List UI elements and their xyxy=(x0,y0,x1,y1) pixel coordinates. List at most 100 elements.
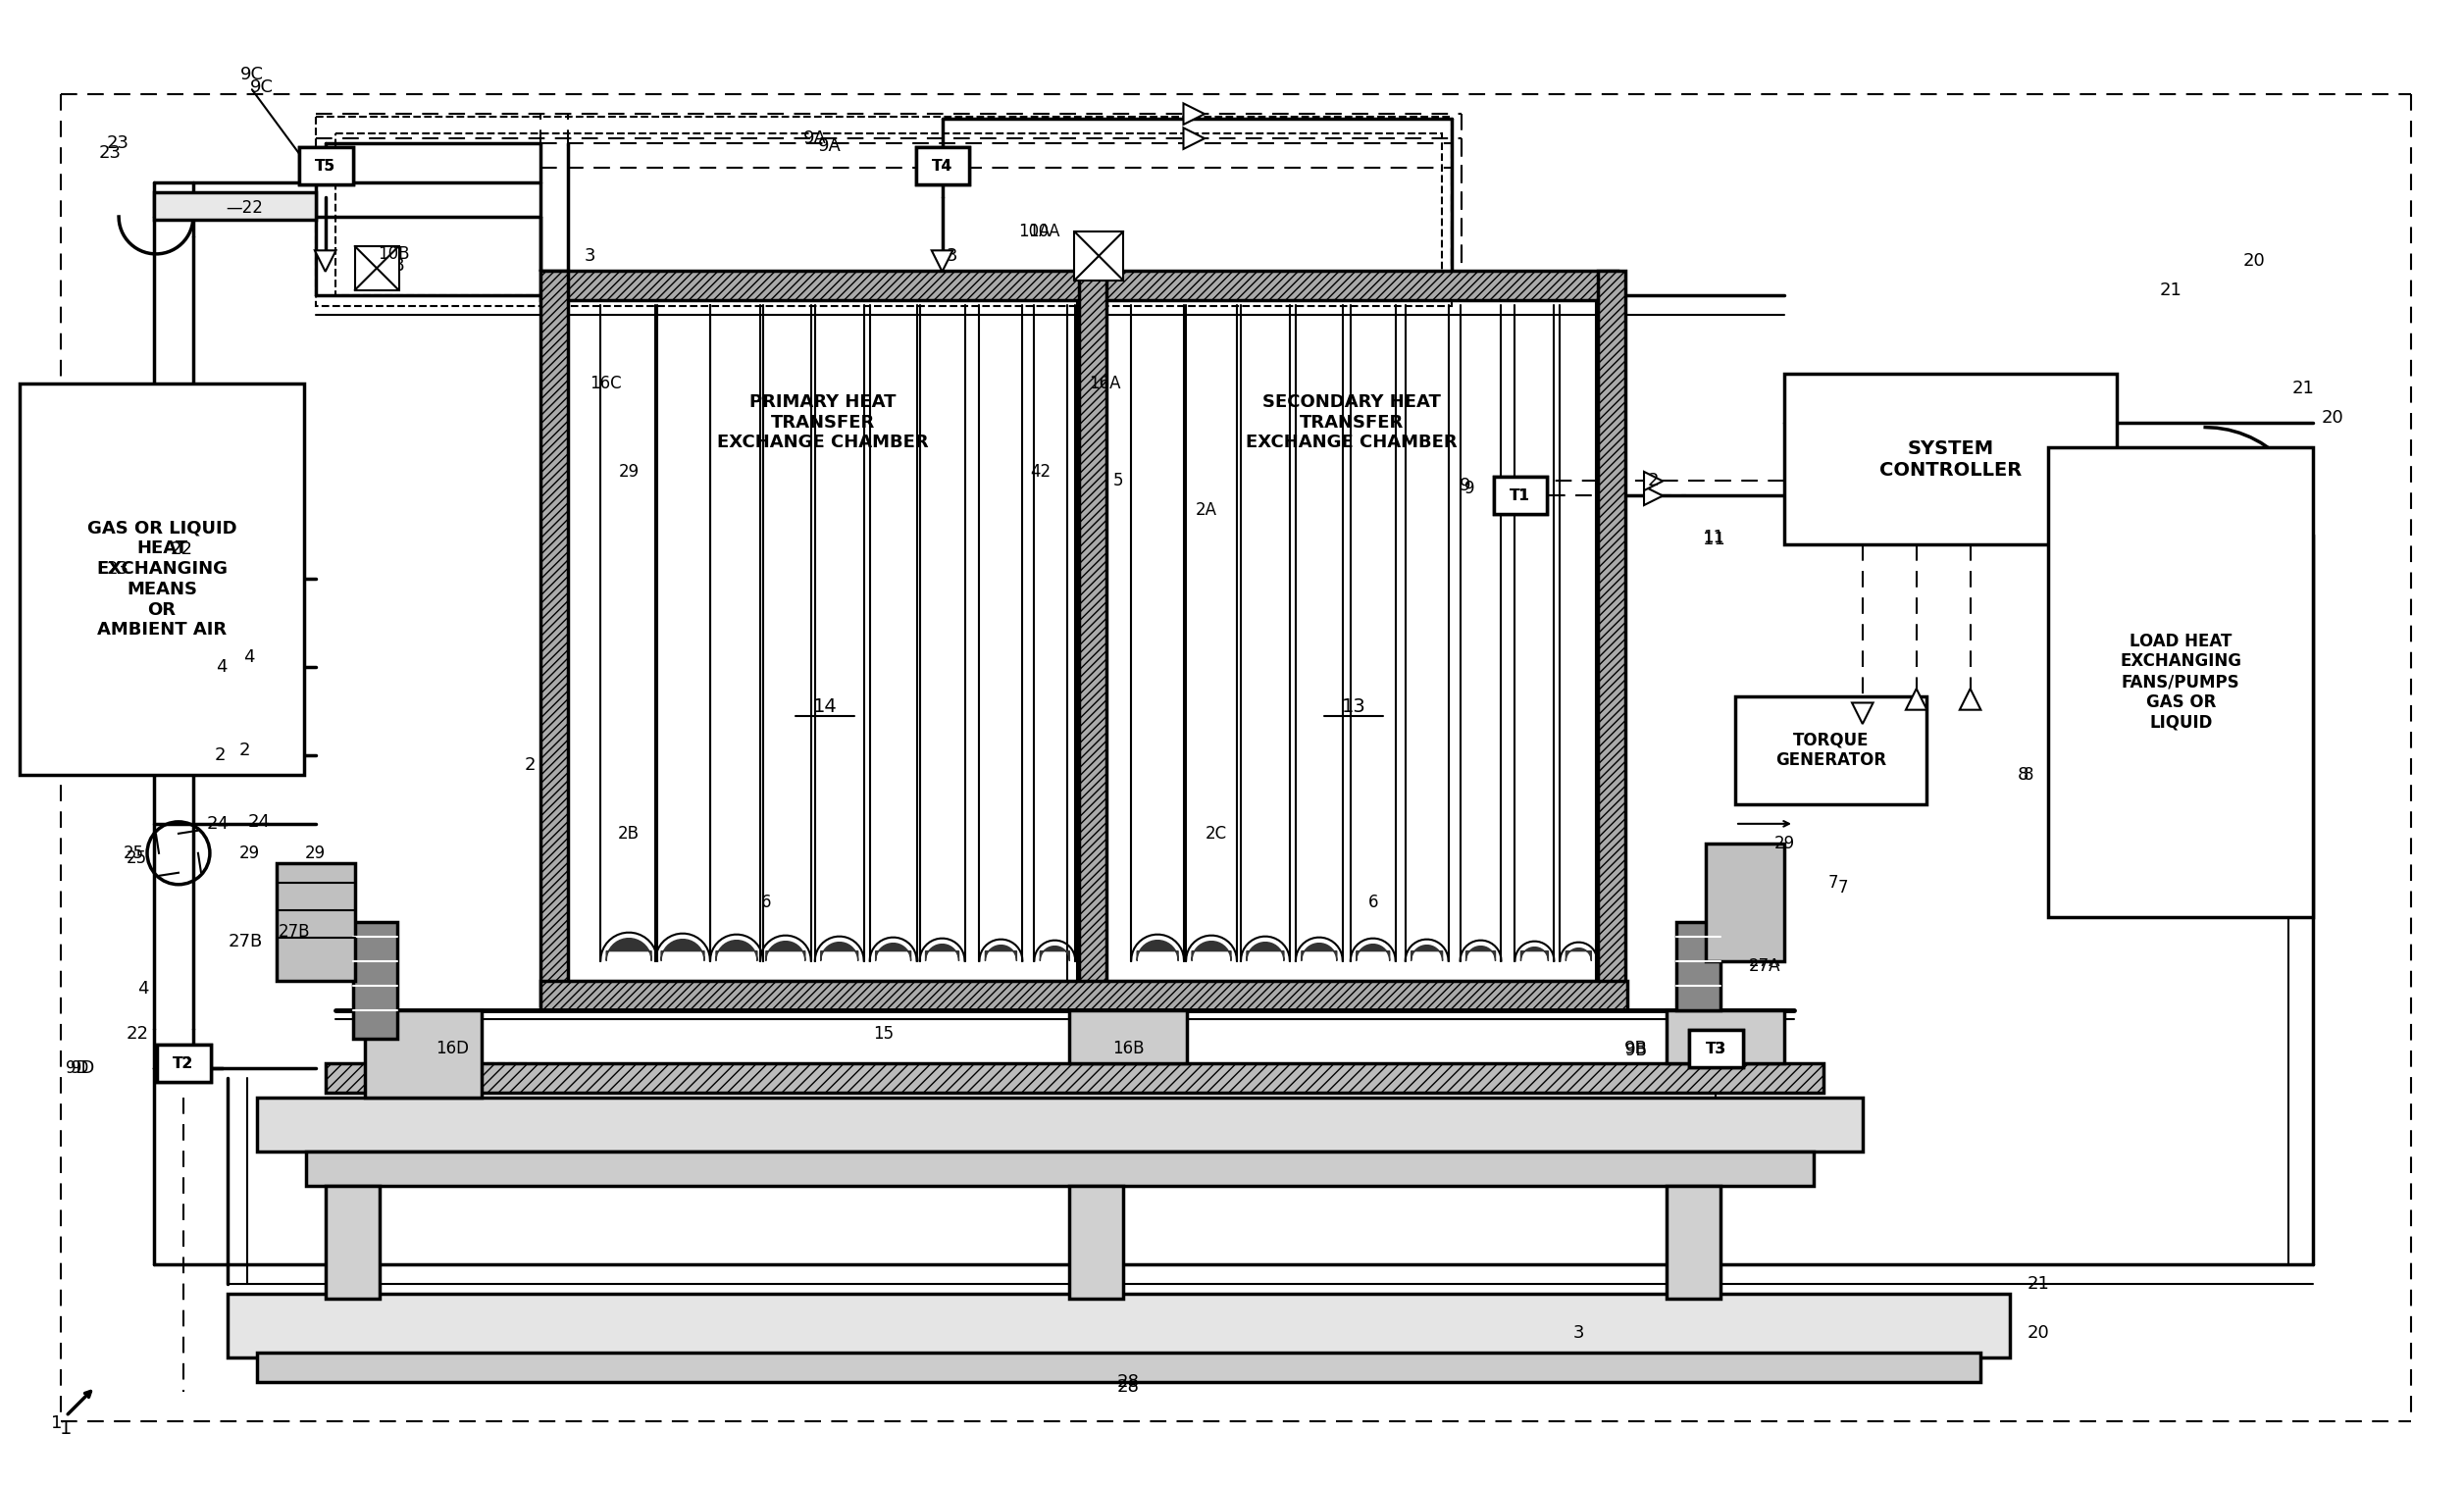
Text: 27A: 27A xyxy=(1749,953,1781,970)
Bar xyxy=(540,270,569,1005)
Polygon shape xyxy=(1565,948,1592,961)
Text: 2: 2 xyxy=(239,742,251,759)
Text: 10A: 10A xyxy=(1027,223,1060,241)
Bar xyxy=(1690,1030,1742,1067)
Text: 3: 3 xyxy=(1572,1324,1584,1342)
Bar xyxy=(1599,270,1626,1005)
Bar xyxy=(20,383,303,774)
Text: 3: 3 xyxy=(584,247,596,265)
Text: PRIMARY HEAT
TRANSFER
EXCHANGE CHAMBER: PRIMARY HEAT TRANSFER EXCHANGE CHAMBER xyxy=(717,394,929,452)
Text: 10A: 10A xyxy=(1018,223,1050,241)
Polygon shape xyxy=(660,939,705,961)
Polygon shape xyxy=(1040,947,1069,961)
Text: 7: 7 xyxy=(1838,878,1848,896)
Polygon shape xyxy=(1193,941,1232,961)
Bar xyxy=(1784,373,2117,545)
Text: 42: 42 xyxy=(1030,462,1050,480)
Text: 9B: 9B xyxy=(1624,1040,1646,1058)
Text: 4: 4 xyxy=(244,648,254,666)
Bar xyxy=(1493,477,1547,514)
Text: SECONDARY HEAT
TRANSFER
EXCHANGE CHAMBER: SECONDARY HEAT TRANSFER EXCHANGE CHAMBER xyxy=(1247,394,1456,452)
Polygon shape xyxy=(1959,688,1981,710)
Text: T5: T5 xyxy=(315,159,335,174)
Text: 5: 5 xyxy=(1114,473,1124,490)
Polygon shape xyxy=(1247,942,1284,961)
Text: 1: 1 xyxy=(59,1419,71,1438)
Text: 16A: 16A xyxy=(1089,374,1121,392)
Polygon shape xyxy=(1183,128,1205,149)
Text: 6: 6 xyxy=(1368,893,1377,911)
Text: SYSTEM
CONTROLLER: SYSTEM CONTROLLER xyxy=(1880,440,2023,480)
Text: 28: 28 xyxy=(1116,1373,1138,1391)
Text: 20: 20 xyxy=(2028,1324,2050,1342)
Bar xyxy=(917,147,971,184)
Bar xyxy=(1690,1030,1742,1067)
Bar xyxy=(158,1045,212,1082)
Text: 27B: 27B xyxy=(278,923,310,941)
Text: T2: T2 xyxy=(172,1057,195,1071)
Text: 2: 2 xyxy=(1646,473,1658,490)
Text: T1: T1 xyxy=(1510,489,1530,504)
Text: T3: T3 xyxy=(1705,1042,1727,1057)
Bar xyxy=(227,1294,2011,1357)
Bar xyxy=(155,192,315,220)
Bar xyxy=(2048,447,2314,917)
Bar xyxy=(1493,477,1547,514)
Text: 25: 25 xyxy=(123,844,145,862)
Text: 2A: 2A xyxy=(1195,502,1217,519)
Text: 29: 29 xyxy=(239,844,259,862)
Text: 23: 23 xyxy=(106,135,128,152)
Text: 9: 9 xyxy=(1459,477,1471,495)
Text: 2: 2 xyxy=(525,756,535,774)
Text: T5: T5 xyxy=(315,159,335,174)
Text: TORQUE
GENERATOR: TORQUE GENERATOR xyxy=(1777,731,1887,770)
Text: —22: —22 xyxy=(227,199,264,217)
Bar xyxy=(355,247,399,290)
Polygon shape xyxy=(1520,947,1547,961)
Bar xyxy=(1079,270,1106,1005)
Bar xyxy=(1106,300,1597,981)
Polygon shape xyxy=(1466,947,1496,961)
Bar xyxy=(276,863,355,981)
Text: T3: T3 xyxy=(1705,1042,1727,1057)
Bar xyxy=(315,117,1451,306)
Polygon shape xyxy=(931,251,954,272)
Bar xyxy=(325,1186,379,1299)
Text: 9A: 9A xyxy=(818,137,840,155)
Bar xyxy=(569,300,1077,981)
Bar xyxy=(325,1064,1823,1094)
Text: T5: T5 xyxy=(315,159,335,174)
Polygon shape xyxy=(1355,944,1390,961)
Text: 10B: 10B xyxy=(372,257,404,275)
Text: 4: 4 xyxy=(138,979,150,997)
Bar xyxy=(1074,232,1124,281)
Text: 29: 29 xyxy=(306,844,325,862)
Text: 14: 14 xyxy=(813,697,838,716)
Polygon shape xyxy=(717,941,756,961)
Bar xyxy=(1735,697,1927,804)
Text: 9C: 9C xyxy=(239,65,264,83)
Text: 20: 20 xyxy=(2321,409,2343,426)
Text: 2C: 2C xyxy=(1205,825,1227,843)
Text: 1: 1 xyxy=(52,1415,62,1433)
Text: 7: 7 xyxy=(1828,874,1838,892)
Text: 9D: 9D xyxy=(67,1060,89,1077)
Polygon shape xyxy=(1643,486,1663,505)
Text: GAS OR LIQUID
HEAT
EXCHANGING
MEANS
OR
AMBIENT AIR: GAS OR LIQUID HEAT EXCHANGING MEANS OR A… xyxy=(86,519,237,639)
Text: T1: T1 xyxy=(1510,489,1530,504)
Bar xyxy=(365,1010,483,1098)
Text: 21: 21 xyxy=(2161,281,2183,299)
Polygon shape xyxy=(986,945,1018,961)
Text: 20: 20 xyxy=(2242,253,2264,269)
Text: 27A: 27A xyxy=(1749,957,1781,975)
Bar xyxy=(1069,1010,1188,1064)
Polygon shape xyxy=(1643,471,1663,490)
Text: 10B: 10B xyxy=(377,245,409,263)
Text: 11: 11 xyxy=(1703,531,1725,548)
Text: 16D: 16D xyxy=(436,1040,468,1058)
Polygon shape xyxy=(821,942,857,961)
Text: 22: 22 xyxy=(170,541,192,559)
Text: 21: 21 xyxy=(2292,379,2314,397)
Text: 8: 8 xyxy=(2023,765,2033,783)
Text: 16C: 16C xyxy=(589,374,621,392)
